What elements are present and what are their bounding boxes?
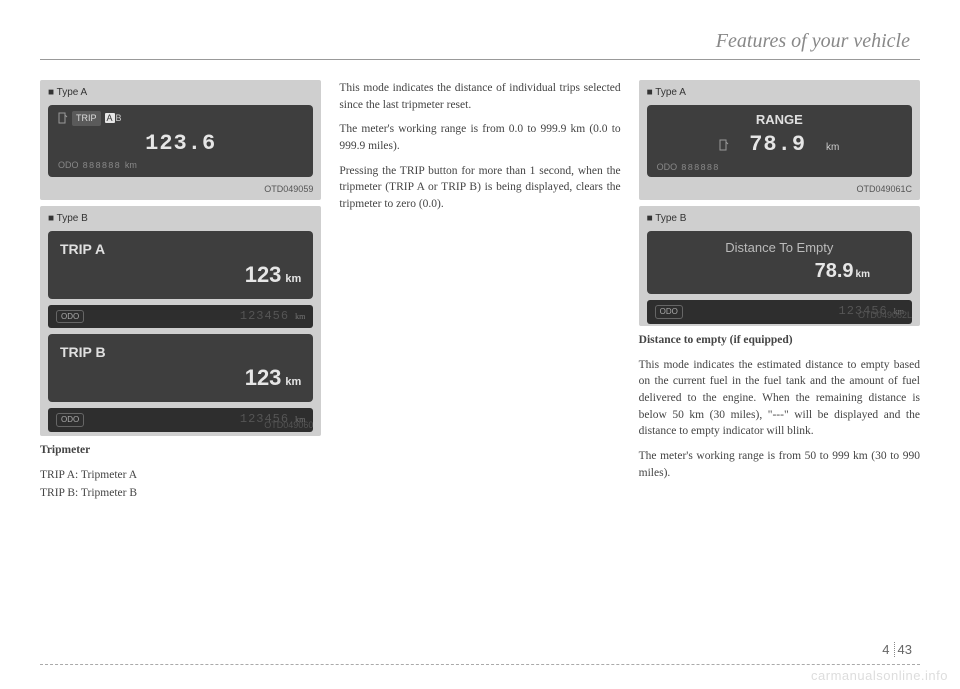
page-number: 443 bbox=[882, 642, 912, 657]
odo-value: 888888 bbox=[681, 162, 719, 175]
range-unit: km bbox=[826, 141, 839, 156]
type-label: ■ Type B bbox=[647, 212, 912, 227]
figure-code: OTD049062L bbox=[858, 309, 912, 322]
odo-value: 888888 bbox=[83, 160, 121, 173]
lcd-display: RANGE 78.9 km ODO 888888 bbox=[647, 105, 912, 177]
type-label: ■ Type B bbox=[48, 212, 313, 227]
header-rule bbox=[40, 59, 920, 60]
column-middle: This mode indicates the distance of indi… bbox=[339, 80, 620, 510]
fuel-icon bbox=[719, 138, 729, 152]
odo-badge: ODO bbox=[56, 310, 84, 324]
type-label: ■ Type A bbox=[647, 86, 912, 101]
columns: ■ Type A TRIP AB 123.6 ODO 888888 km bbox=[40, 80, 920, 510]
trip-badge: TRIP bbox=[72, 111, 101, 126]
lcd-trip-a: TRIP A 123km bbox=[48, 231, 313, 299]
page: Features of your vehicle ■ Type A TRIP A… bbox=[0, 0, 960, 689]
tripmeter-heading: Tripmeter bbox=[40, 442, 321, 459]
section-header: Features of your vehicle bbox=[40, 30, 920, 59]
trip-a-desc: TRIP A: Tripmeter A bbox=[40, 467, 321, 484]
lcd-display: TRIP AB 123.6 ODO 888888 km bbox=[48, 105, 313, 177]
trip-a-label: TRIP A bbox=[60, 239, 301, 259]
odo-value: 123456 bbox=[90, 308, 289, 325]
footer-rule bbox=[40, 664, 920, 665]
range-label: RANGE bbox=[657, 111, 902, 130]
figure-tripmeter-type-a: ■ Type A TRIP AB 123.6 ODO 888888 km bbox=[40, 80, 321, 200]
trip-a-value: 123km bbox=[60, 259, 301, 291]
odo-unit: km bbox=[125, 159, 137, 172]
type-label: ■ Type A bbox=[48, 86, 313, 101]
range-value: 78.9 bbox=[749, 129, 806, 161]
odo-unit: km bbox=[295, 311, 305, 323]
dte-value: 78.9km bbox=[659, 257, 900, 286]
lcd-dte: Distance To Empty 78.9km bbox=[647, 231, 912, 295]
dte-heading: Distance to empty (if equipped) bbox=[639, 332, 920, 349]
paragraph: This mode indicates the estimated distan… bbox=[639, 357, 920, 440]
watermark: carmanualsonline.info bbox=[811, 668, 948, 683]
odo-badge: ODO bbox=[56, 413, 84, 427]
odo-value: 123456 bbox=[90, 411, 289, 428]
figure-code: OTD049061C bbox=[856, 183, 912, 196]
trip-value: 123.6 bbox=[58, 128, 303, 160]
column-right: ■ Type A RANGE 78.9 km ODO 888888 bbox=[639, 80, 920, 510]
odo-label: ODO bbox=[657, 161, 678, 174]
figure-code: OTD049060 bbox=[264, 419, 313, 432]
trip-b-desc: TRIP B: Tripmeter B bbox=[40, 485, 321, 502]
figure-tripmeter-type-b: ■ Type B TRIP A 123km ODO 123456 km TRIP… bbox=[40, 206, 321, 436]
column-left: ■ Type A TRIP AB 123.6 ODO 888888 km bbox=[40, 80, 321, 510]
trip-ab-indicator: AB bbox=[105, 112, 122, 125]
figure-range-type-a: ■ Type A RANGE 78.9 km ODO 888888 bbox=[639, 80, 920, 200]
figure-dte-type-b: ■ Type B Distance To Empty 78.9km ODO 12… bbox=[639, 206, 920, 326]
dte-label: Distance To Empty bbox=[659, 239, 900, 258]
paragraph: Pressing the TRIP button for more than 1… bbox=[339, 163, 620, 213]
trip-b-value: 123km bbox=[60, 362, 301, 394]
paragraph: This mode indicates the distance of indi… bbox=[339, 80, 620, 113]
fuel-icon bbox=[58, 111, 68, 125]
odo-strip-a: ODO 123456 km bbox=[48, 305, 313, 328]
figure-code: OTD049059 bbox=[264, 183, 313, 196]
odo-badge: ODO bbox=[655, 305, 683, 319]
paragraph: The meter's working range is from 0.0 to… bbox=[339, 121, 620, 154]
paragraph: The meter's working range is from 50 to … bbox=[639, 448, 920, 481]
lcd-trip-b: TRIP B 123km bbox=[48, 334, 313, 402]
trip-b-label: TRIP B bbox=[60, 342, 301, 362]
odo-label: ODO bbox=[58, 159, 79, 172]
